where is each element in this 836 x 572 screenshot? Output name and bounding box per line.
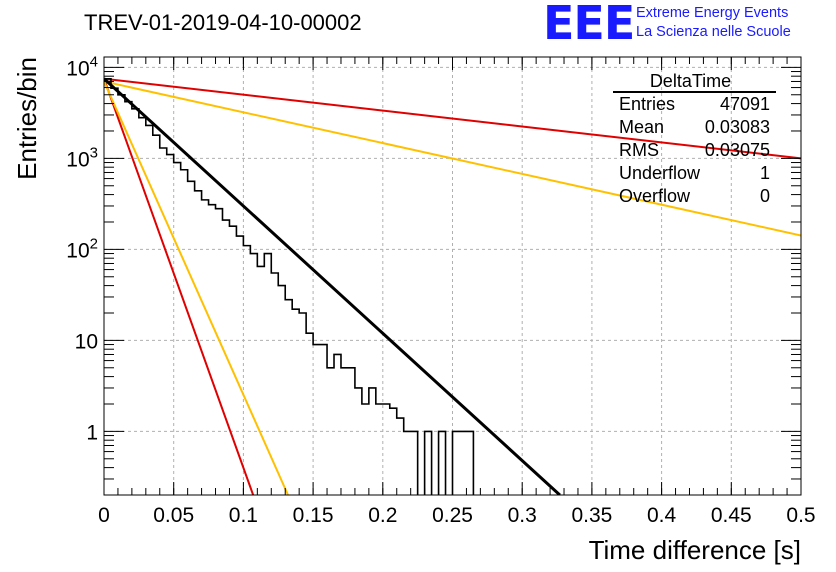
chart-title: TREV-01-2019-04-10-00002 [84,10,362,35]
stats-value: 1 [760,163,770,183]
stats-box: DeltaTime Entries 47091 Mean 0.03083 RMS 0.030… [613,71,776,206]
fit-curve-red [104,78,255,495]
fit-curves [104,77,801,495]
logo-subtitle-line2: La Scienza nelle Scuole [636,24,791,40]
stats-label: Overflow [619,186,691,206]
x-tick-label: 0.5 [786,504,815,527]
stats-label: RMS [619,140,659,160]
axis-labels: 0 0.05 0.1 0.15 0.2 0.25 0.3 0.35 0.4 0.45 0.51101… [12,53,816,565]
x-tick-label: 0.4 [647,504,677,527]
y-axis-title: Entries/bin [12,57,42,180]
x-axis-title: Time difference [s] [589,535,801,565]
stats-value: 0.03075 [705,140,770,160]
fit-curve-orange [104,81,289,495]
y-tick-label: 1 [86,421,98,444]
stats-label: Underflow [619,163,701,183]
x-tick-label: 0.45 [711,504,752,527]
histogram-layer [104,77,561,495]
stats-value: 0 [760,186,770,206]
x-tick-label: 0.25 [432,504,473,527]
grid-lines [104,57,801,495]
fit-curve-red [104,77,801,160]
y-tick-label: 102 [66,235,98,262]
axis-ticks [103,57,802,496]
y-tick-label: 10 [75,330,98,353]
stats-value: 47091 [720,94,770,114]
y-tick-label: 104 [66,53,98,80]
x-tick-label: 0.1 [229,504,258,527]
x-tick-label: 0.05 [153,504,194,527]
fit-curve-black [104,77,561,495]
y-tick-label: 103 [66,144,98,171]
x-tick-label: 0.15 [293,504,334,527]
x-tick-label: 0.2 [368,504,397,527]
x-tick-label: 0.35 [571,504,612,527]
x-tick-label: 0 [98,504,110,527]
stats-value: 0.03083 [705,117,770,137]
x-tick-label: 0.3 [508,504,537,527]
stats-label: Mean [619,117,664,137]
histogram-steps [104,77,475,495]
eee-logo: EEE [543,0,635,50]
logo-subtitle-line1: Extreme Energy Events [636,5,789,21]
fit-curve-orange [104,80,801,237]
stats-title: DeltaTime [650,71,731,91]
stats-label: Entries [619,94,675,114]
